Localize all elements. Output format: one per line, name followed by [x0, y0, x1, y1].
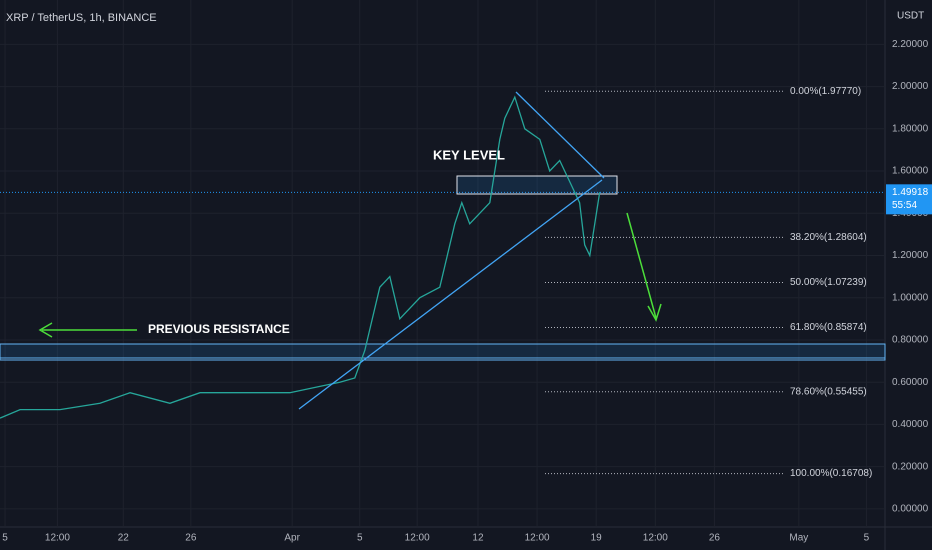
y-tick-label: 0.20000 — [892, 461, 929, 472]
resistance-zone-edge — [0, 357, 886, 361]
x-tick-label: May — [789, 533, 808, 544]
y-tick-label: 2.20000 — [892, 39, 929, 50]
resistance-zone — [0, 343, 886, 359]
arrow — [626, 212, 657, 319]
fib-label: 78.60%(0.55455) — [790, 386, 867, 397]
arrow-head — [647, 303, 662, 322]
currency: USDT — [897, 11, 924, 22]
countdown: 55:54 — [892, 200, 917, 211]
x-tick-label: Apr — [284, 533, 300, 544]
x-tick-label: 12:00 — [643, 533, 668, 544]
x-tick-label: 5 — [357, 533, 363, 544]
grid — [0, 0, 885, 527]
last-price-label: 1.49918 — [892, 187, 929, 198]
y-tick-label: 0.00000 — [892, 504, 929, 515]
y-tick-label: 1.00000 — [892, 292, 929, 303]
x-tick-label: 12:00 — [525, 533, 550, 544]
key-level-zone — [456, 175, 618, 195]
y-tick-label: 1.60000 — [892, 166, 929, 177]
price-line — [0, 95, 601, 419]
x-tick-label: 5 — [2, 533, 8, 544]
y-tick-label: 1.20000 — [892, 250, 929, 261]
annotation: PREVIOUS RESISTANCE — [148, 322, 290, 336]
arrow-head — [38, 322, 53, 338]
y-tick-label: 0.80000 — [892, 335, 929, 346]
x-tick-label: 12:00 — [405, 533, 430, 544]
chart-title: XRP / TetherUS, 1h, BINANCE — [6, 12, 157, 24]
x-tick-label: 26 — [185, 533, 197, 544]
annotation: KEY LEVEL — [433, 147, 505, 162]
trend-line — [298, 179, 603, 410]
fib-label: 38.20%(1.28604) — [790, 232, 867, 243]
y-tick-label: 0.60000 — [892, 377, 929, 388]
fib-label: 50.00%(1.07239) — [790, 277, 867, 288]
x-tick-label: 26 — [709, 533, 721, 544]
fib-label: 0.00%(1.97770) — [790, 86, 861, 97]
x-tick-label: 12 — [472, 533, 484, 544]
plot — [0, 95, 601, 419]
y-tick-label: 0.40000 — [892, 419, 929, 430]
x-tick-label: 12:00 — [45, 533, 70, 544]
trend-line — [515, 91, 605, 179]
y-tick-label: 1.80000 — [892, 123, 929, 134]
x-tick-label: 19 — [591, 533, 603, 544]
x-tick-label: 5 — [864, 533, 870, 544]
x-tick-label: 22 — [118, 533, 130, 544]
y-tick-label: 2.00000 — [892, 81, 929, 92]
fib-label: 100.00%(0.16708) — [790, 468, 872, 479]
last-price-box — [886, 184, 932, 215]
fib-label: 61.80%(0.85874) — [790, 322, 867, 333]
